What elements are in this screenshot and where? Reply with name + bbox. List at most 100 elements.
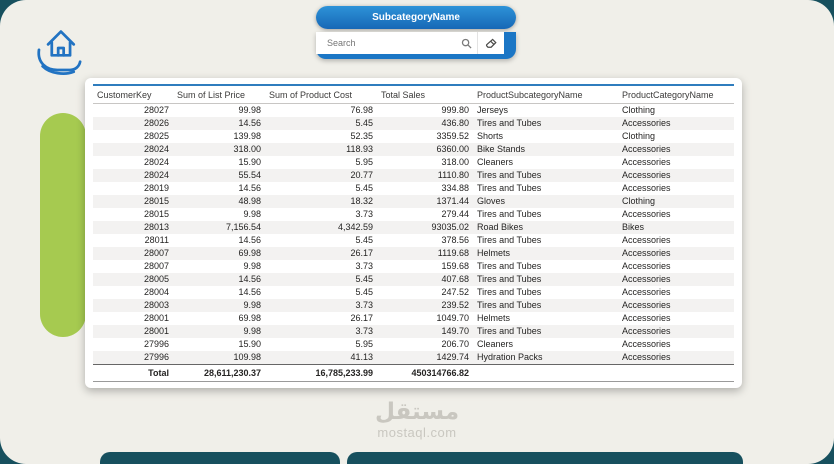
table-cell: 28024 bbox=[143, 170, 169, 180]
table-cell: Tires and Tubes bbox=[477, 300, 542, 310]
table-cell: 247.52 bbox=[441, 287, 469, 297]
table-row[interactable]: 27996 109.98 41.13 1429.74 Hydration Packs Ac… bbox=[93, 351, 734, 365]
table-row[interactable]: 28019 14.56 5.45 334.88 Tires and Tubes Acces… bbox=[93, 182, 734, 195]
table-cell: 28005 bbox=[143, 274, 169, 284]
table-cell: 28026 bbox=[143, 118, 169, 128]
table-cell: 5.95 bbox=[355, 339, 373, 349]
table-cell: 206.70 bbox=[441, 339, 469, 349]
table-cell: 5.45 bbox=[355, 274, 373, 284]
table-cell: 28015 bbox=[143, 196, 169, 206]
table-cell: 14.56 bbox=[238, 274, 261, 284]
table-row[interactable]: 28007 69.98 26.17 1119.68 Helmets Accessories bbox=[93, 247, 734, 260]
table-cell: Helmets bbox=[477, 313, 511, 323]
table-cell: 9.98 bbox=[243, 261, 261, 271]
column-header-total-sales[interactable]: Total Sales bbox=[377, 84, 473, 104]
table-cell: Accessories bbox=[622, 274, 671, 284]
table-cell: Tires and Tubes bbox=[477, 235, 542, 245]
table-row[interactable]: 28024 318.00 118.93 6360.00 Bike Stands Acces… bbox=[93, 143, 734, 156]
table-cell: 28025 bbox=[143, 131, 169, 141]
table-cell: 28004 bbox=[143, 287, 169, 297]
search-box[interactable] bbox=[316, 32, 477, 54]
table-cell: 9.98 bbox=[243, 326, 261, 336]
clear-selections-button[interactable] bbox=[477, 32, 504, 54]
table-cell: Road Bikes bbox=[477, 222, 524, 232]
search-input[interactable] bbox=[325, 37, 461, 49]
table-cell: 28015 bbox=[143, 209, 169, 219]
table-cell: 436.80 bbox=[441, 118, 469, 128]
table-cell: 279.44 bbox=[441, 209, 469, 219]
table-cell: 239.52 bbox=[441, 300, 469, 310]
table-cell: 407.68 bbox=[441, 274, 469, 284]
column-header-customerkey[interactable]: CustomerKey bbox=[93, 84, 173, 104]
table-header-row: CustomerKey Sum of List Price Sum of Produ… bbox=[93, 84, 734, 104]
table-row[interactable]: 28024 55.54 20.77 1110.80 Tires and Tubes Acc… bbox=[93, 169, 734, 182]
table-cell: 378.56 bbox=[441, 235, 469, 245]
table-cell: 159.68 bbox=[441, 261, 469, 271]
table-cell: 15.90 bbox=[238, 339, 261, 349]
table-cell: 27996 bbox=[143, 339, 169, 349]
table-cell: 318.00 bbox=[441, 157, 469, 167]
table-row[interactable]: 28001 69.98 26.17 1049.70 Helmets Accessories bbox=[93, 312, 734, 325]
table-cell: 1371.44 bbox=[436, 196, 469, 206]
table-cell: 28024 bbox=[143, 144, 169, 154]
table-row[interactable]: 28026 14.56 5.45 436.80 Tires and Tubes Acces… bbox=[93, 117, 734, 130]
table-cell: 109.98 bbox=[233, 352, 261, 362]
slicer-header[interactable]: SubcategoryName bbox=[316, 6, 516, 29]
table-cell: 18.32 bbox=[350, 196, 373, 206]
table-cell: Tires and Tubes bbox=[477, 183, 542, 193]
table-row[interactable]: 28025 139.98 52.35 3359.52 Shorts Clothing bbox=[93, 130, 734, 143]
column-header-sum-of-list-price[interactable]: Sum of List Price bbox=[173, 84, 265, 104]
table-row[interactable]: 28011 14.56 5.45 378.56 Tires and Tubes Acces… bbox=[93, 234, 734, 247]
subcategory-slicer: SubcategoryName bbox=[316, 6, 516, 59]
table-cell: Bikes bbox=[622, 222, 645, 232]
table-row[interactable]: 28015 48.98 18.32 1371.44 Gloves Clothing bbox=[93, 195, 734, 208]
table-cell: 48.98 bbox=[238, 196, 261, 206]
table-cell: 15.90 bbox=[238, 157, 261, 167]
table-row[interactable]: 27996 15.90 5.95 206.70 Cleaners Accessories bbox=[93, 338, 734, 351]
table-cell: Shorts bbox=[477, 131, 504, 141]
table-cell: 3.73 bbox=[355, 209, 373, 219]
table-cell: 28003 bbox=[143, 300, 169, 310]
table-cell: Hydration Packs bbox=[477, 352, 543, 362]
table-cell: 41.13 bbox=[350, 352, 373, 362]
column-header-productsubcategoryname[interactable]: ProductSubcategoryName bbox=[473, 84, 618, 104]
table-cell: 1119.68 bbox=[437, 248, 469, 258]
table-cell: Accessories bbox=[622, 118, 671, 128]
table-body: 28027 99.98 76.98 999.80 Jerseys Clothing 2802… bbox=[93, 104, 734, 365]
search-icon bbox=[461, 38, 472, 49]
table-row[interactable]: 28003 9.98 3.73 239.52 Tires and Tubes Access… bbox=[93, 299, 734, 312]
table-row[interactable]: 28004 14.56 5.45 247.52 Tires and Tubes Acces… bbox=[93, 286, 734, 299]
table-cell: 28013 bbox=[143, 222, 169, 232]
table-row[interactable]: 28024 15.90 5.95 318.00 Cleaners Accessories bbox=[93, 156, 734, 169]
total-label: Total bbox=[93, 364, 173, 382]
table-row[interactable]: 28005 14.56 5.45 407.68 Tires and Tubes Acces… bbox=[93, 273, 734, 286]
table-cell: Accessories bbox=[622, 248, 671, 258]
table-cell: 999.80 bbox=[441, 105, 469, 115]
table-row[interactable]: 28027 99.98 76.98 999.80 Jerseys Clothing bbox=[93, 104, 734, 118]
table-cell: 27996 bbox=[143, 352, 169, 362]
table-cell: Tires and Tubes bbox=[477, 170, 542, 180]
table-cell: 28027 bbox=[143, 105, 169, 115]
column-header-productcategoryname[interactable]: ProductCategoryName bbox=[618, 84, 734, 104]
table-row[interactable]: 28013 7,156.54 4,342.59 93035.02 Road Bikes B… bbox=[93, 221, 734, 234]
table-cell: 28007 bbox=[143, 261, 169, 271]
table-cell: Accessories bbox=[622, 209, 671, 219]
table-cell: Tires and Tubes bbox=[477, 118, 542, 128]
column-header-sum-of-product-cost[interactable]: Sum of Product Cost bbox=[265, 84, 377, 104]
table-cell: 5.45 bbox=[355, 183, 373, 193]
table-cell: 14.56 bbox=[238, 287, 261, 297]
table-cell: 1429.74 bbox=[436, 352, 469, 362]
table-row[interactable]: 28001 9.98 3.73 149.70 Tires and Tubes Access… bbox=[93, 325, 734, 338]
green-decor-shape bbox=[40, 113, 86, 337]
table-cell: Clothing bbox=[622, 196, 656, 206]
table-row[interactable]: 28007 9.98 3.73 159.68 Tires and Tubes Access… bbox=[93, 260, 734, 273]
table-cell: 4,342.59 bbox=[337, 222, 373, 232]
table-cell: 93035.02 bbox=[431, 222, 469, 232]
table-cell: Accessories bbox=[622, 326, 671, 336]
table-row[interactable]: 28015 9.98 3.73 279.44 Tires and Tubes Access… bbox=[93, 208, 734, 221]
table-cell: 5.45 bbox=[355, 118, 373, 128]
table-cell: 5.95 bbox=[355, 157, 373, 167]
total-cell: 450314766.82 bbox=[377, 364, 473, 382]
